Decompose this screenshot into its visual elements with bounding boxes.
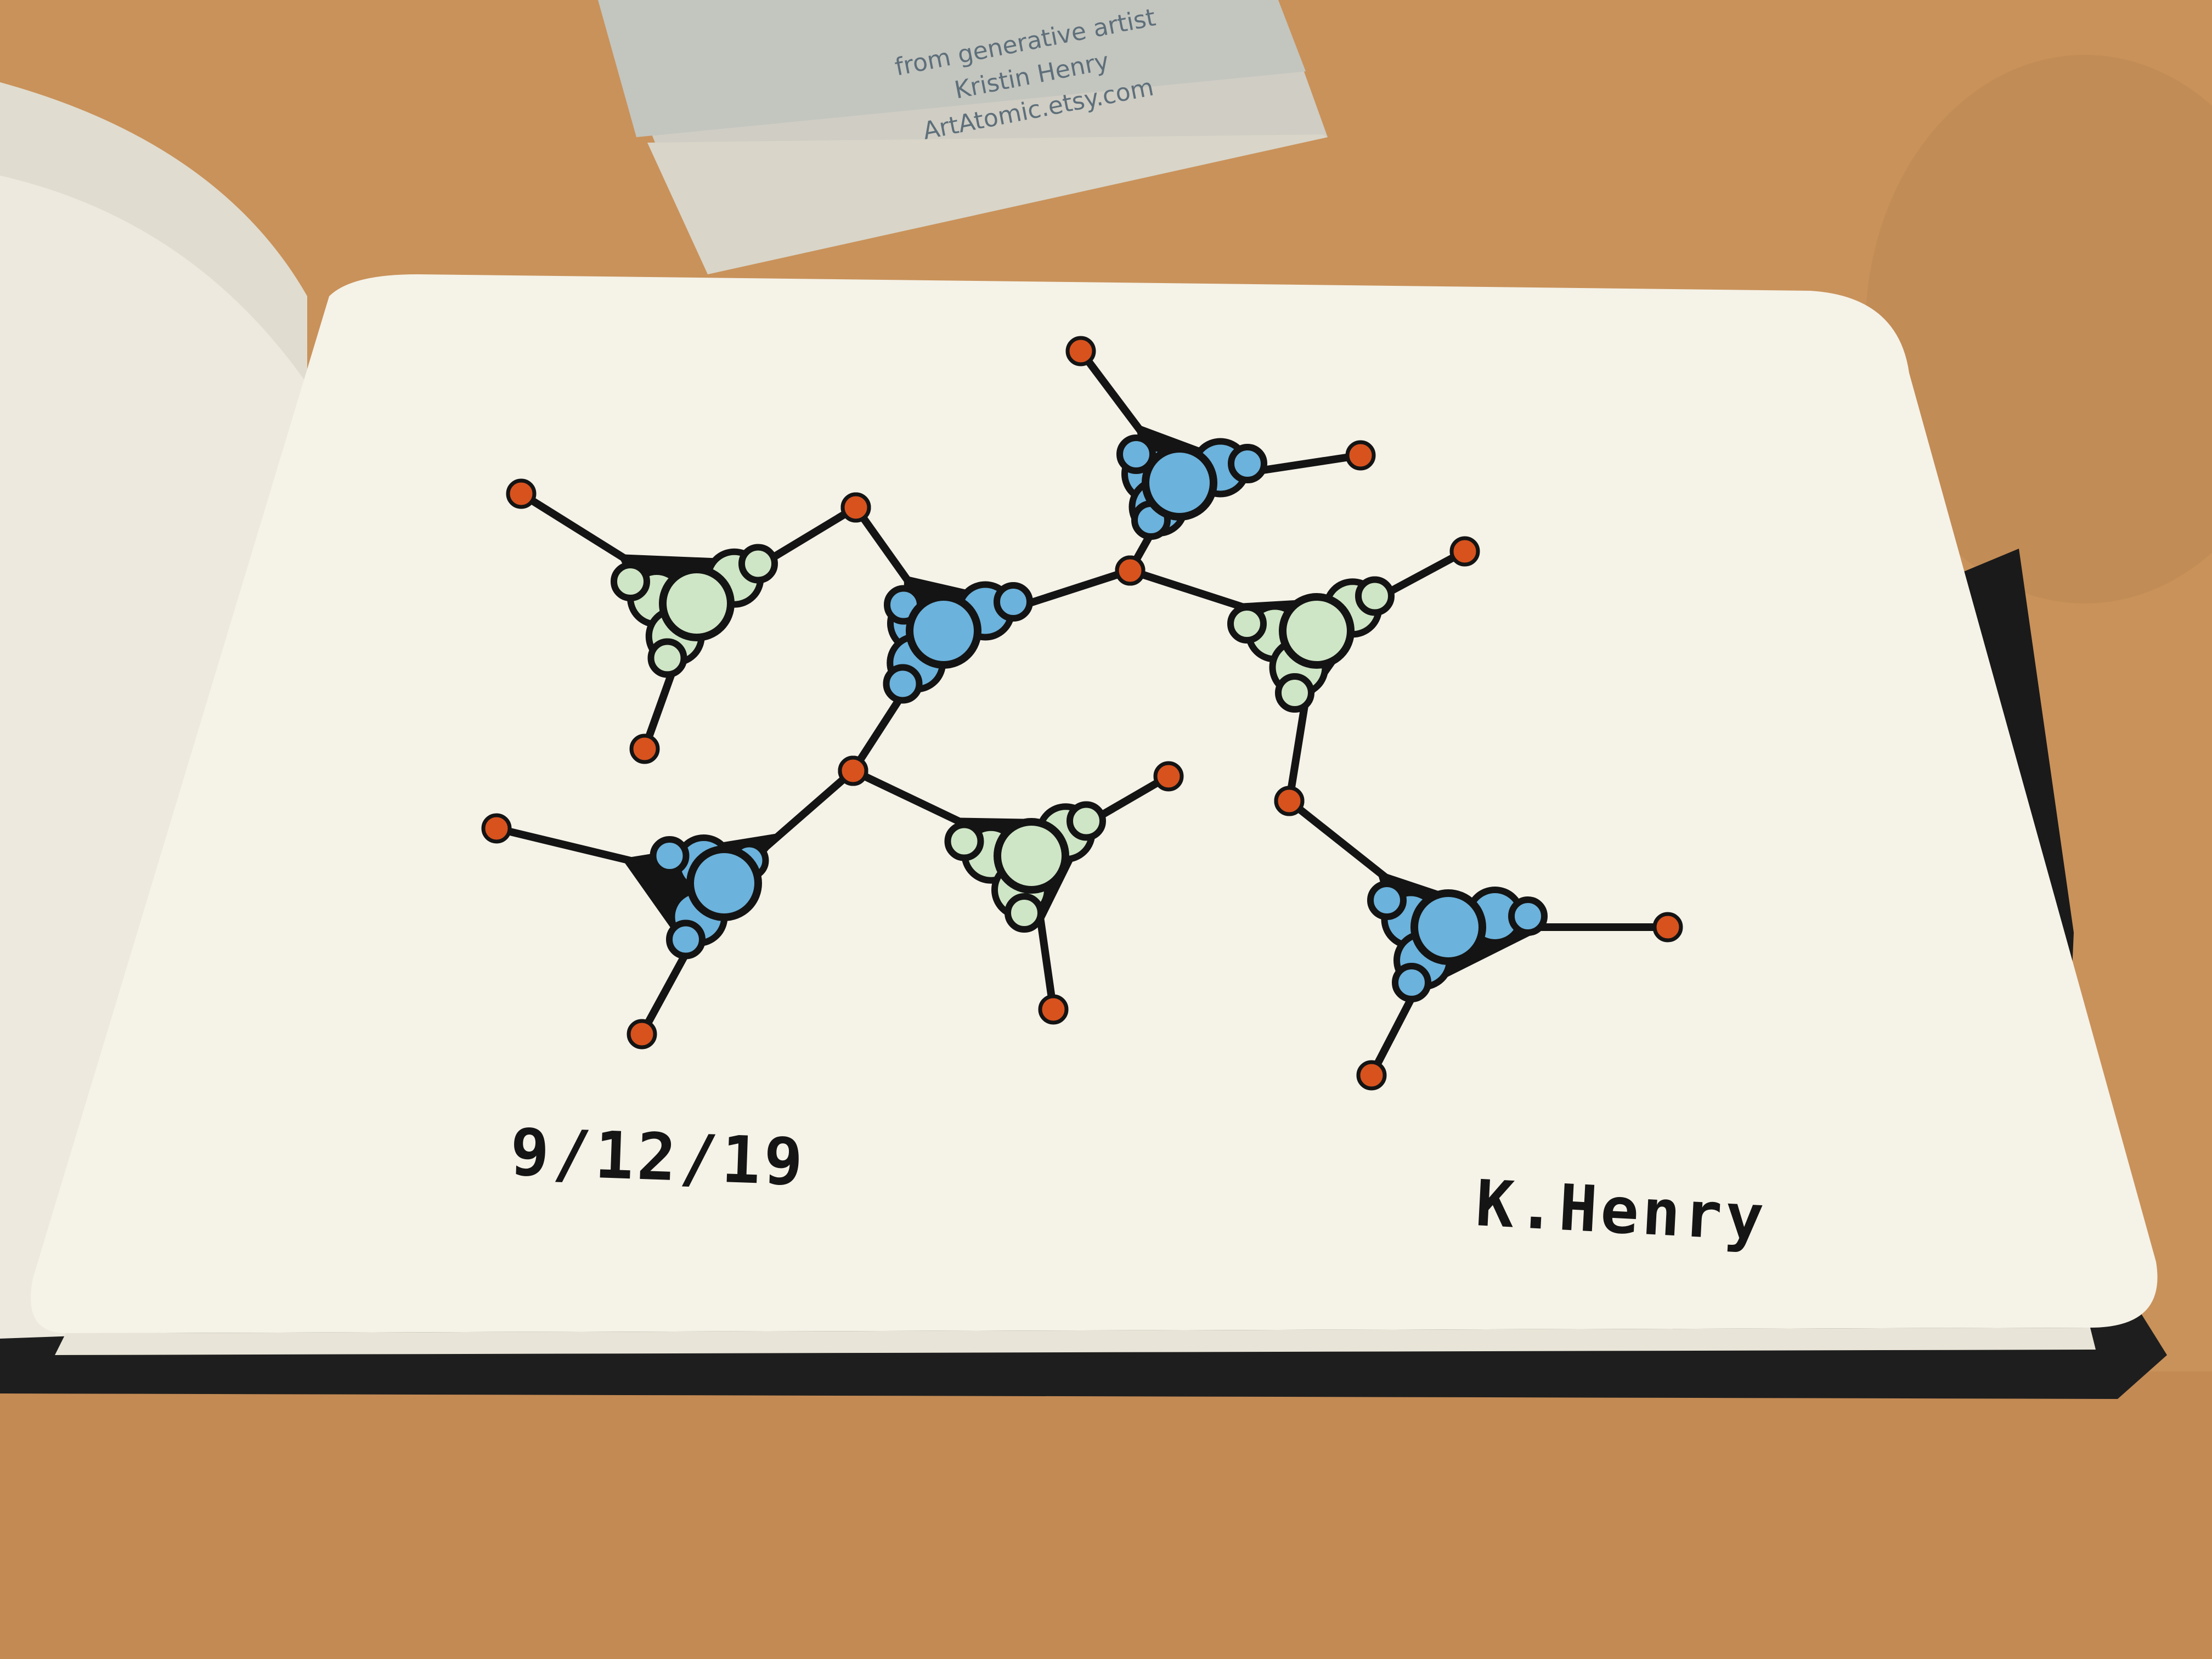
red-node (629, 733, 660, 764)
watercolor-bubble (1410, 889, 1486, 965)
watercolor-bubble (1367, 881, 1407, 920)
watercolor-bubble (994, 818, 1069, 894)
watercolor-bubble (1275, 673, 1314, 713)
watercolor-bubble (1227, 604, 1267, 644)
red-node (1652, 912, 1683, 943)
red-node (1038, 994, 1069, 1025)
watercolor-bubble (1392, 963, 1431, 1002)
watercolor-bubble (666, 919, 706, 960)
red-node (1449, 536, 1480, 567)
red-node (1115, 555, 1146, 586)
watercolor-bubble (1066, 801, 1106, 841)
handwritten-date: 9/12/19 (509, 1114, 808, 1200)
red-node (1153, 761, 1184, 792)
watercolor-bubble (611, 562, 650, 601)
handwritten-signature: K.Henry (1474, 1166, 1769, 1256)
watercolor-bubble (1228, 444, 1267, 483)
red-node (627, 1019, 657, 1049)
watercolor-bubble (1116, 435, 1156, 474)
red-node (1356, 1060, 1387, 1091)
watercolor-bubble (686, 845, 762, 921)
watercolor-bubble (1142, 445, 1217, 521)
watercolor-bubble (738, 544, 778, 584)
watercolor-bubble (647, 638, 687, 678)
red-node (838, 755, 868, 786)
watercolor-bubble (883, 664, 923, 704)
watercolor-bubble (944, 821, 984, 861)
red-node (840, 492, 871, 523)
watercolor-bubble (1355, 576, 1395, 616)
molecule-illustration (481, 336, 1683, 1091)
watercolor-bubble (1005, 893, 1044, 933)
watercolor-bubble (1508, 896, 1548, 936)
watercolor-bubble (1279, 593, 1355, 669)
red-node (1274, 786, 1305, 816)
watercolor-bubble (650, 836, 690, 876)
red-node (1345, 440, 1376, 471)
red-node (1065, 336, 1096, 366)
watercolor-bubble (659, 566, 735, 641)
red-node (506, 478, 537, 509)
watercolor-bubble (994, 582, 1033, 622)
watercolor-bubble (906, 593, 981, 669)
red-node (481, 813, 512, 844)
